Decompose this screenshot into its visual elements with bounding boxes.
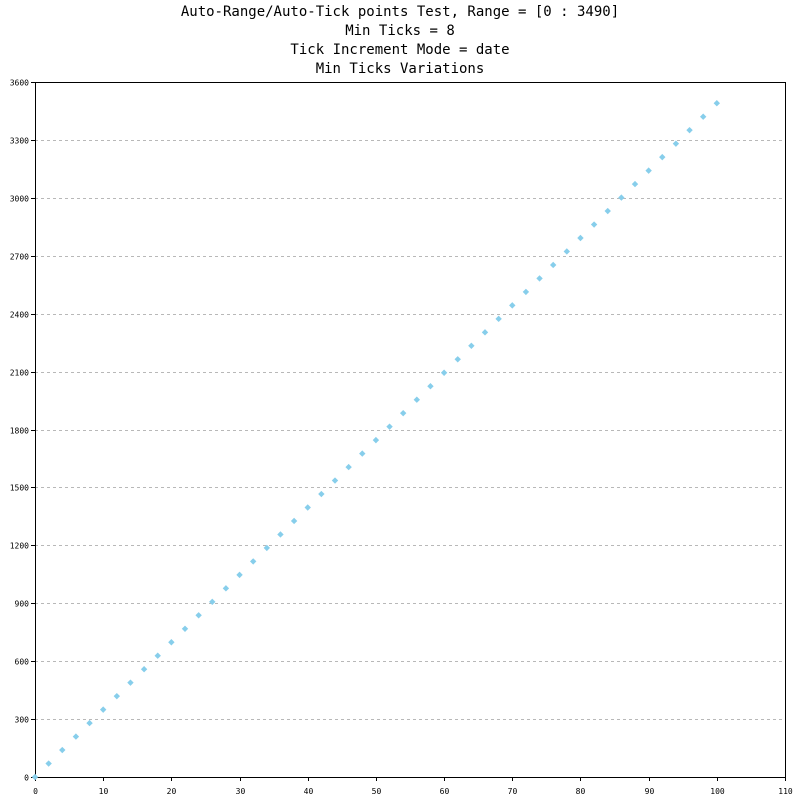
y-tick-label-10: 3000 (10, 195, 29, 204)
data-point (318, 490, 325, 498)
chart-title-block: Auto-Range/Auto-Tick points Test, Range … (0, 3, 800, 79)
data-point (604, 207, 611, 215)
data-point (99, 706, 107, 713)
data-point (522, 288, 530, 296)
data-point (249, 558, 257, 565)
x-tick-label-0: 0 (33, 787, 38, 796)
chart-title-line-3: Tick Increment Mode = date (290, 42, 510, 58)
x-tick-label-11: 110 (778, 787, 793, 796)
data-point (168, 639, 175, 646)
x-tick-label-10: 100 (710, 787, 725, 796)
data-point (181, 625, 189, 632)
data-point (672, 140, 680, 147)
data-point (590, 221, 598, 228)
data-point (222, 585, 230, 592)
data-point (236, 571, 243, 579)
data-point (631, 180, 639, 188)
data-point (263, 544, 271, 552)
data-point (454, 356, 461, 363)
x-tick-label-1: 10 (99, 787, 109, 796)
data-point (399, 409, 407, 417)
data-point (331, 477, 339, 484)
data-point (209, 598, 216, 606)
data-point (72, 733, 80, 740)
data-point (481, 329, 489, 336)
x-tick-label-9: 90 (645, 787, 655, 796)
data-point (304, 504, 311, 511)
y-tick-label-6: 1800 (10, 427, 29, 436)
data-point (140, 665, 148, 673)
data-point (59, 746, 66, 754)
data-point (195, 612, 202, 619)
data-point (686, 126, 693, 134)
data-point (154, 652, 161, 659)
data-point (645, 167, 652, 174)
data-point (659, 153, 666, 161)
data-point (290, 517, 298, 525)
x-tick-label-4: 40 (304, 787, 314, 796)
x-tick-label-6: 60 (440, 787, 450, 796)
y-tick-label-7: 2100 (10, 369, 29, 378)
y-tick-label-3: 900 (15, 600, 30, 609)
x-tick-label-7: 70 (508, 787, 518, 796)
data-point (345, 463, 352, 471)
data-point (113, 692, 121, 700)
chart-title-line-1: Auto-Range/Auto-Tick points Test, Range … (180, 4, 620, 20)
data-point (549, 261, 557, 269)
y-tick-label-4: 1200 (10, 542, 29, 551)
data-point (699, 113, 707, 120)
data-point (427, 383, 434, 390)
data-point (359, 450, 366, 457)
chart-title-line-2: Min Ticks = 8 (345, 23, 455, 39)
data-point (45, 760, 52, 767)
data-point (277, 531, 284, 538)
y-tick-label-8: 2400 (10, 311, 29, 320)
data-point (563, 248, 571, 255)
data-point (86, 719, 93, 727)
y-tick-label-1: 300 (15, 716, 30, 725)
x-tick-label-3: 30 (236, 787, 246, 796)
data-point (577, 234, 584, 242)
x-tick-label-8: 80 (576, 787, 586, 796)
y-tick-label-11: 3300 (10, 137, 29, 146)
x-tick-label-2: 20 (167, 787, 177, 796)
data-point (386, 423, 393, 430)
data-point (440, 369, 448, 376)
data-point (495, 315, 502, 323)
data-point (413, 396, 421, 403)
chart-title-line-4: Min Ticks Variations (315, 61, 485, 77)
y-tick-label-0: 0 (24, 774, 29, 783)
y-tick-label-5: 1500 (10, 484, 29, 493)
data-point (713, 100, 721, 107)
y-tick-label-9: 2700 (10, 253, 29, 262)
data-point (468, 342, 475, 349)
data-point (127, 679, 134, 686)
data-point (509, 302, 516, 309)
data-point (31, 773, 39, 781)
data-point (536, 275, 543, 282)
data-point (372, 436, 380, 444)
y-tick-label-2: 600 (15, 658, 30, 667)
data-point (618, 194, 625, 201)
plot-frame (35, 82, 786, 778)
x-tick-label-5: 50 (372, 787, 382, 796)
y-tick-label-12: 3600 (10, 79, 29, 88)
